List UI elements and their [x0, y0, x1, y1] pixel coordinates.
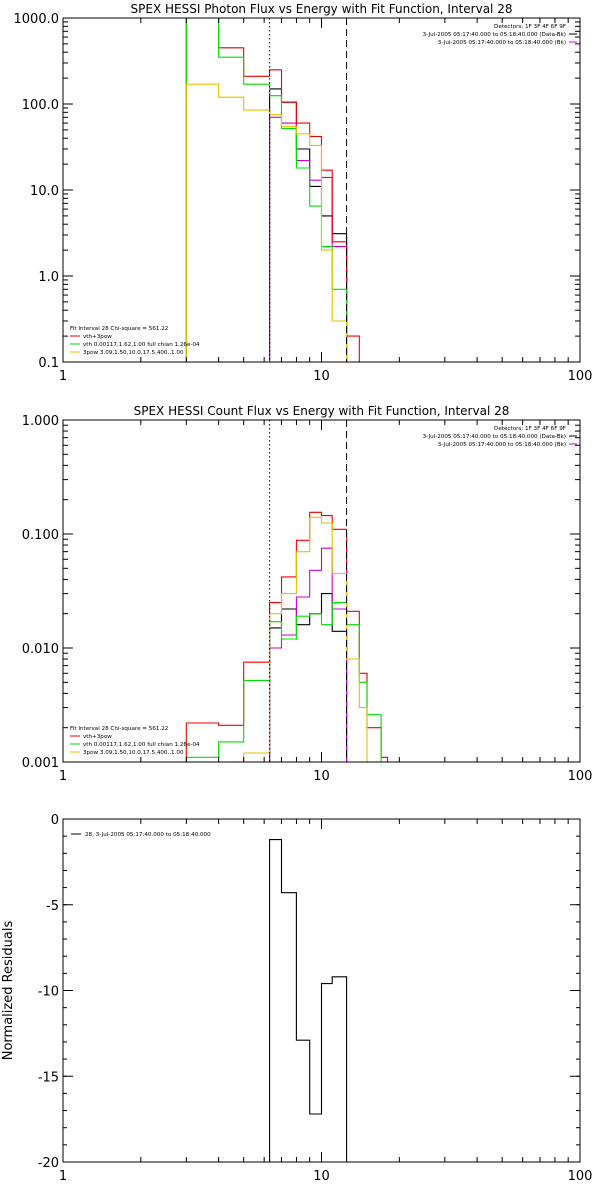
- legend-entry-3: 3-Jul-2005 05:17:40.000 to 05:18:40.000 …: [438, 442, 566, 448]
- y-tick-label: 1000.0: [14, 12, 60, 27]
- legend-entry-2: 3-Jul-2005 05:17:40.000 to 05:18:40.000 …: [423, 32, 566, 38]
- legend-entry-1: 28, 3-Jul-2005 05:17:40.000 to 05:18:40.…: [85, 832, 211, 838]
- y-tick-label: 0.1: [38, 356, 59, 371]
- x-tick-label: 100: [568, 369, 593, 384]
- y-tick-label: 100.0: [22, 98, 59, 113]
- y-tick-label: -20: [38, 1156, 59, 1171]
- y-tick-label: 0.010: [22, 642, 59, 657]
- y-tick-label: 0.001: [22, 756, 59, 771]
- series-line-5: [186, 516, 368, 762]
- x-tick-label: 100: [568, 1169, 593, 1184]
- plot-frame: [62, 419, 581, 763]
- y-tick-label: -15: [38, 1070, 59, 1085]
- series-line-4: [185, 602, 382, 762]
- series-line-1: [269, 593, 348, 762]
- x-tick-label: 10: [313, 369, 330, 384]
- x-tick-label: 10: [313, 769, 330, 784]
- y-tick-label: -5: [46, 899, 59, 914]
- fit-info-line-1: Fit Interval 28 Chi-square = 561.22: [70, 326, 168, 332]
- series-line-2: [269, 116, 348, 362]
- legend-entry-2: 3-Jul-2005 05:17:40.000 to 05:18:40.000 …: [423, 434, 566, 440]
- series-line-4: [185, 18, 348, 362]
- y-tick-label: 0: [51, 813, 59, 828]
- series-line-2: [269, 547, 348, 762]
- fit-info-line-1: Fit Interval 28 Chi-square = 561.22: [70, 726, 168, 732]
- chart-panel-3: Normalized Residuals 1 10 100 -20 -15 -10 -5 0 28…: [1, 813, 592, 1184]
- series-line-1: [269, 839, 348, 1162]
- y-tick-label: 10.0: [30, 184, 59, 199]
- fit-info-line-2: vth+3pow: [83, 334, 112, 340]
- fit-info-line-4: 3pow 3.09,1.50,10.0,17.5,400.,1.00: [83, 350, 184, 356]
- series-line-3: [185, 18, 367, 362]
- x-tick-label: 1: [59, 369, 67, 384]
- series-group: [185, 18, 367, 362]
- x-tick-label: 100: [568, 769, 593, 784]
- x-tick-label: 1: [59, 769, 67, 784]
- legend-entry-1: Detectors: 1F 3F 4F 6F 9F: [494, 426, 566, 432]
- fit-info-line-3: vth 0.00117,1.62,1.00 full chian 1.26e-0…: [83, 742, 200, 748]
- fit-info-line-2: vth+3pow: [83, 734, 112, 740]
- y-axis-label: Normalized Residuals: [1, 921, 16, 1061]
- chart-title: SPEX HESSI Count Flux vs Energy with Fit…: [134, 404, 510, 418]
- y-tick-label: 1.0: [38, 270, 59, 285]
- chart-panel-1: SPEX HESSI Photon Flux vs Energy with Fi…: [14, 2, 593, 384]
- chart-title: SPEX HESSI Photon Flux vs Energy with Fi…: [131, 2, 513, 16]
- x-tick-label: 10: [313, 1169, 330, 1184]
- legend-entry-3: 3-Jul-2005 05:17:40.000 to 05:18:40.000 …: [438, 40, 566, 46]
- series-line-3: [185, 511, 389, 762]
- y-tick-label: 0.100: [22, 528, 59, 543]
- series-line-5: [185, 83, 348, 362]
- legend-entry-1: Detectors: 1F 3F 4F 6F 9F: [494, 24, 566, 30]
- series-group: [185, 511, 389, 762]
- y-tick-label: -10: [38, 985, 59, 1000]
- fit-info-line-3: vth 0.00117,1.62,1.00 full chian 1.26e-0…: [83, 342, 200, 348]
- y-tick-label: 1.000: [22, 414, 59, 429]
- chart-panel-2: SPEX HESSI Count Flux vs Energy with Fit…: [22, 404, 593, 784]
- x-tick-label: 1: [59, 1169, 67, 1184]
- fit-info-line-4: 3pow 3.09,1.50,10.0,17.5,400.,1.00: [83, 750, 184, 756]
- series-group: [269, 839, 348, 1162]
